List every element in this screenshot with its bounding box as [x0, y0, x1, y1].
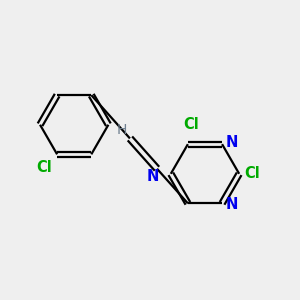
Text: Cl: Cl [37, 160, 52, 175]
Text: N: N [226, 136, 238, 151]
Text: Cl: Cl [244, 166, 260, 181]
Text: N: N [226, 197, 238, 212]
Text: N: N [147, 169, 159, 184]
Text: Cl: Cl [183, 117, 199, 132]
Text: H: H [116, 122, 127, 136]
